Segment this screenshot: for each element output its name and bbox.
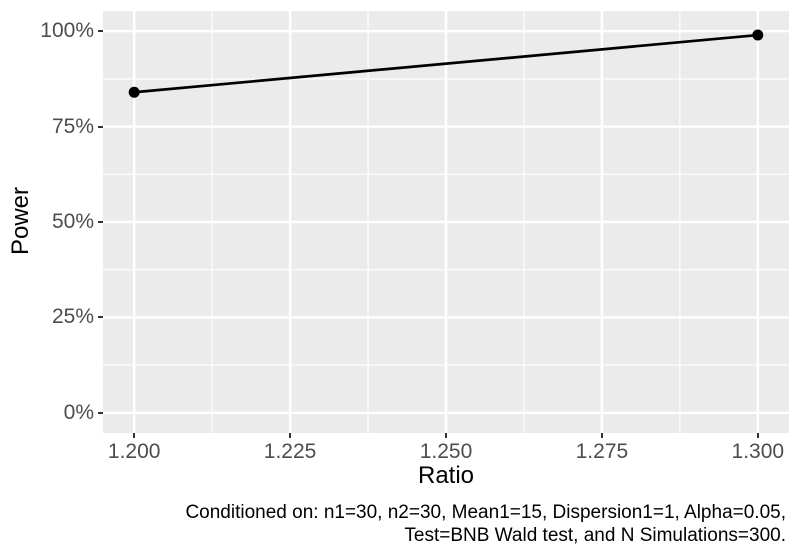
power-line: [134, 33, 758, 94]
y-tick-label: 0%: [63, 400, 94, 424]
x-tick-label: 1.300: [731, 440, 785, 463]
y-axis-title: Power: [7, 186, 34, 256]
plot-caption-line-1: Conditioned on: n1=30, n2=30, Mean1=15, …: [185, 502, 786, 523]
x-tick-mark: [133, 433, 136, 438]
x-tick-mark: [756, 433, 759, 438]
x-tick-mark: [289, 433, 292, 438]
x-tick-label: 1.225: [263, 440, 317, 463]
y-tick-mark: [98, 316, 103, 319]
y-tick-mark: [98, 30, 103, 33]
x-tick-label: 1.275: [575, 440, 629, 463]
y-tick-mark: [98, 125, 103, 128]
x-tick-mark: [445, 433, 447, 438]
x-tick-label: 1.250: [419, 440, 473, 463]
x-tick-mark: [600, 433, 603, 438]
plot-svg: [103, 11, 789, 433]
x-tick-label: 1.200: [107, 440, 161, 463]
data-point: [128, 86, 140, 98]
y-tick-label: 100%: [40, 19, 94, 43]
x-axis-title: Ratio: [417, 462, 475, 489]
data-point: [752, 29, 764, 41]
y-tick-label: 50%: [51, 210, 94, 233]
y-tick-label: 25%: [51, 305, 94, 329]
plot-caption-line-2: Test=BNB Wald test, and N Simulations=30…: [404, 525, 786, 546]
y-tick-label: 75%: [51, 114, 94, 138]
plot-caption: Conditioned on: n1=30, n2=30, Mean1=15, …: [185, 501, 786, 547]
y-tick-mark: [98, 221, 103, 223]
y-tick-mark: [98, 411, 103, 414]
